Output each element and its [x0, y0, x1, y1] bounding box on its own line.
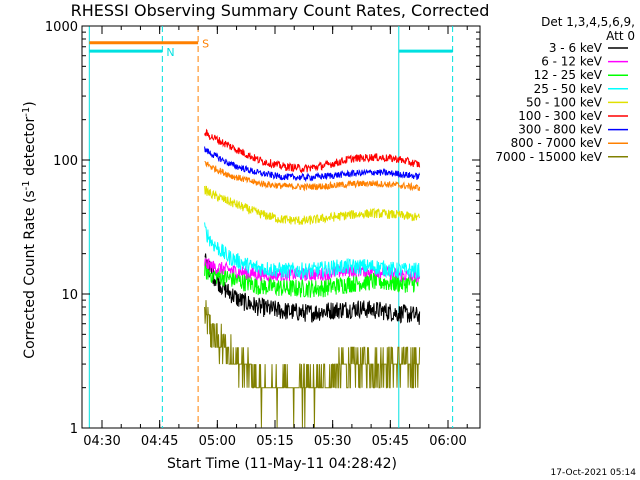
series-lines: [204, 128, 421, 428]
chart-title: RHESSI Observing Summary Count Rates, Co…: [71, 1, 490, 20]
x-axis-ticks: 04:30 04:45 05:00 05:15 05:30 05:45 06:00: [83, 26, 468, 449]
x-tick-label: 05:15: [256, 434, 293, 449]
series-line-2: [204, 260, 420, 298]
legend-label: 800 - 7000 keV: [511, 136, 603, 150]
y-axis-label: Corrected Count Rate (s-1 detector-1): [21, 101, 38, 358]
legend-label: 6 - 12 keV: [541, 55, 603, 69]
x-axis-label: Start Time (11-May-11 04:28:42): [167, 456, 397, 472]
timestamp: 17-Oct-2021 05:14: [551, 468, 637, 478]
legend-label: 100 - 300 keV: [518, 109, 602, 123]
series-line-6: [204, 146, 421, 183]
series-line-3: [204, 222, 420, 280]
series-line-0: [204, 253, 421, 325]
x-tick-label: 05:00: [199, 434, 236, 449]
legend-label: 25 - 50 keV: [534, 82, 603, 96]
legend-header-1: Det 1,3,4,5,6,9,: [541, 15, 635, 29]
plot-frame: [81, 25, 481, 429]
legend-label: 12 - 25 keV: [534, 68, 603, 82]
y-tick-label: 100: [53, 154, 78, 169]
legend-label: 50 - 100 keV: [526, 95, 603, 109]
x-tick-label: 04:30: [83, 434, 120, 449]
legend-label: 7000 - 15000 keV: [495, 150, 602, 164]
x-tick-label: 05:45: [372, 434, 409, 449]
y-tick-label: 10: [61, 288, 78, 303]
marker-label: N: [166, 46, 174, 59]
legend-label: 3 - 6 keV: [549, 41, 603, 55]
series-line-7: [204, 161, 421, 192]
y-tick-label: 1: [70, 422, 78, 437]
marker-label: S: [202, 38, 209, 51]
x-tick-label: 06:00: [429, 434, 466, 449]
y-axis-ticks: 1 10 100 1000: [45, 20, 480, 437]
series-line-5: [204, 128, 421, 174]
x-tick-label: 04:45: [141, 434, 178, 449]
vertical-markers: [88, 26, 454, 428]
attenuator-markers: SN: [89, 38, 453, 59]
legend-label: 300 - 800 keV: [518, 123, 602, 137]
y-tick-label: 1000: [45, 20, 78, 35]
series-line-8: [204, 300, 421, 428]
legend-header-2: Att 0: [606, 29, 635, 43]
series-line-4: [204, 185, 421, 225]
x-tick-label: 05:30: [314, 434, 351, 449]
